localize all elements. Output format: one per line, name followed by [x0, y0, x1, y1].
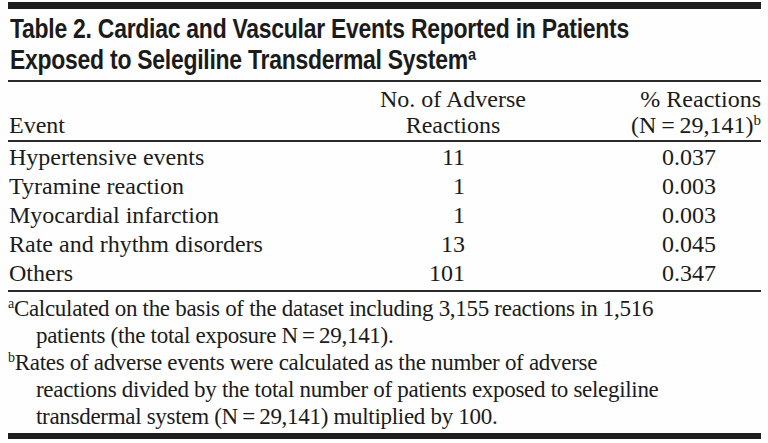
event-cell: Myocardial infarction	[8, 201, 345, 230]
table-title-text-1: Table 2. Cardiac and Vascular Events Rep…	[10, 14, 629, 44]
adverse-count-cell: 13	[345, 230, 529, 259]
table-row: Tyramine reaction 1 0.003	[8, 172, 761, 201]
column-header-pct-line-1: % Reactions	[529, 86, 761, 112]
footnote-b-text-1: Rates of adverse events were calculated …	[15, 350, 597, 375]
pct-reactions-cell: 0.045	[529, 230, 761, 259]
pct-reactions-cell: 0.347	[529, 259, 761, 288]
table-title: Table 2. Cardiac and Vascular Events Rep…	[10, 14, 761, 76]
event-cell: Hypertensive events	[8, 143, 345, 172]
title-footnote-marker: a	[468, 45, 476, 64]
pct-footnote-marker: b	[754, 112, 762, 128]
journal-table-figure: Table 2. Cardiac and Vascular Events Rep…	[0, 0, 768, 443]
column-header-pct-reactions: % Reactions (N = 29,141)b	[529, 86, 761, 138]
footnote-b-marker: b	[8, 350, 15, 365]
footnote-b: bRates of adverse events were calculated…	[8, 349, 761, 430]
pct-reactions-cell: 0.003	[529, 201, 761, 230]
column-header-adverse-reactions: No. of Adverse Reactions	[345, 86, 529, 138]
pct-reactions-cell: 0.037	[529, 143, 761, 172]
adverse-count-cell: 101	[345, 259, 529, 288]
adverse-count-cell: 1	[345, 201, 529, 230]
column-header-adverse-line-2: Reactions	[377, 112, 529, 138]
footnote-b-line-2: reactions divided by the total number of…	[8, 376, 761, 403]
table-title-line-2: Exposed to Selegiline Transdermal System…	[10, 45, 648, 76]
table-footnotes: aCalculated on the basis of the dataset …	[8, 292, 761, 430]
footnote-a: aCalculated on the basis of the dataset …	[8, 295, 761, 349]
table-body: Hypertensive events 11 0.037 Tyramine re…	[8, 142, 761, 290]
column-header-adverse-line-1: No. of Adverse	[377, 86, 529, 112]
bottom-border-rule	[8, 433, 761, 439]
pct-reactions-cell: 0.003	[529, 172, 761, 201]
footnote-a-text-1: Calculated on the basis of the dataset i…	[14, 296, 653, 321]
column-header-pct-line-2: (N = 29,141)b	[529, 112, 761, 138]
table-row: Rate and rhythm disorders 13 0.045	[8, 230, 761, 259]
column-header-pct-n-value: (N = 29,141)	[631, 112, 753, 138]
table-row: Myocardial infarction 1 0.003	[8, 201, 761, 230]
column-header-event: Event	[8, 112, 345, 138]
footnote-a-line-1: aCalculated on the basis of the dataset …	[8, 295, 761, 322]
footnote-a-line-2: patients (the total exposure N = 29,141)…	[8, 322, 761, 349]
table-title-line-1: Table 2. Cardiac and Vascular Events Rep…	[10, 14, 648, 45]
table-row: Others 101 0.347	[8, 259, 761, 288]
footnote-b-line-1: bRates of adverse events were calculated…	[8, 349, 761, 376]
event-cell: Others	[8, 259, 345, 288]
top-border-rule	[8, 2, 761, 9]
table-title-text-2: Exposed to Selegiline Transdermal System	[10, 45, 468, 75]
table-row: Hypertensive events 11 0.037	[8, 143, 761, 172]
footnote-b-line-3: transdermal system (N = 29,141) multipli…	[8, 403, 761, 430]
event-cell: Rate and rhythm disorders	[8, 230, 345, 259]
event-cell: Tyramine reaction	[8, 172, 345, 201]
table-header-row: Event No. of Adverse Reactions % Reactio…	[8, 82, 761, 140]
adverse-count-cell: 11	[345, 143, 529, 172]
adverse-count-cell: 1	[345, 172, 529, 201]
